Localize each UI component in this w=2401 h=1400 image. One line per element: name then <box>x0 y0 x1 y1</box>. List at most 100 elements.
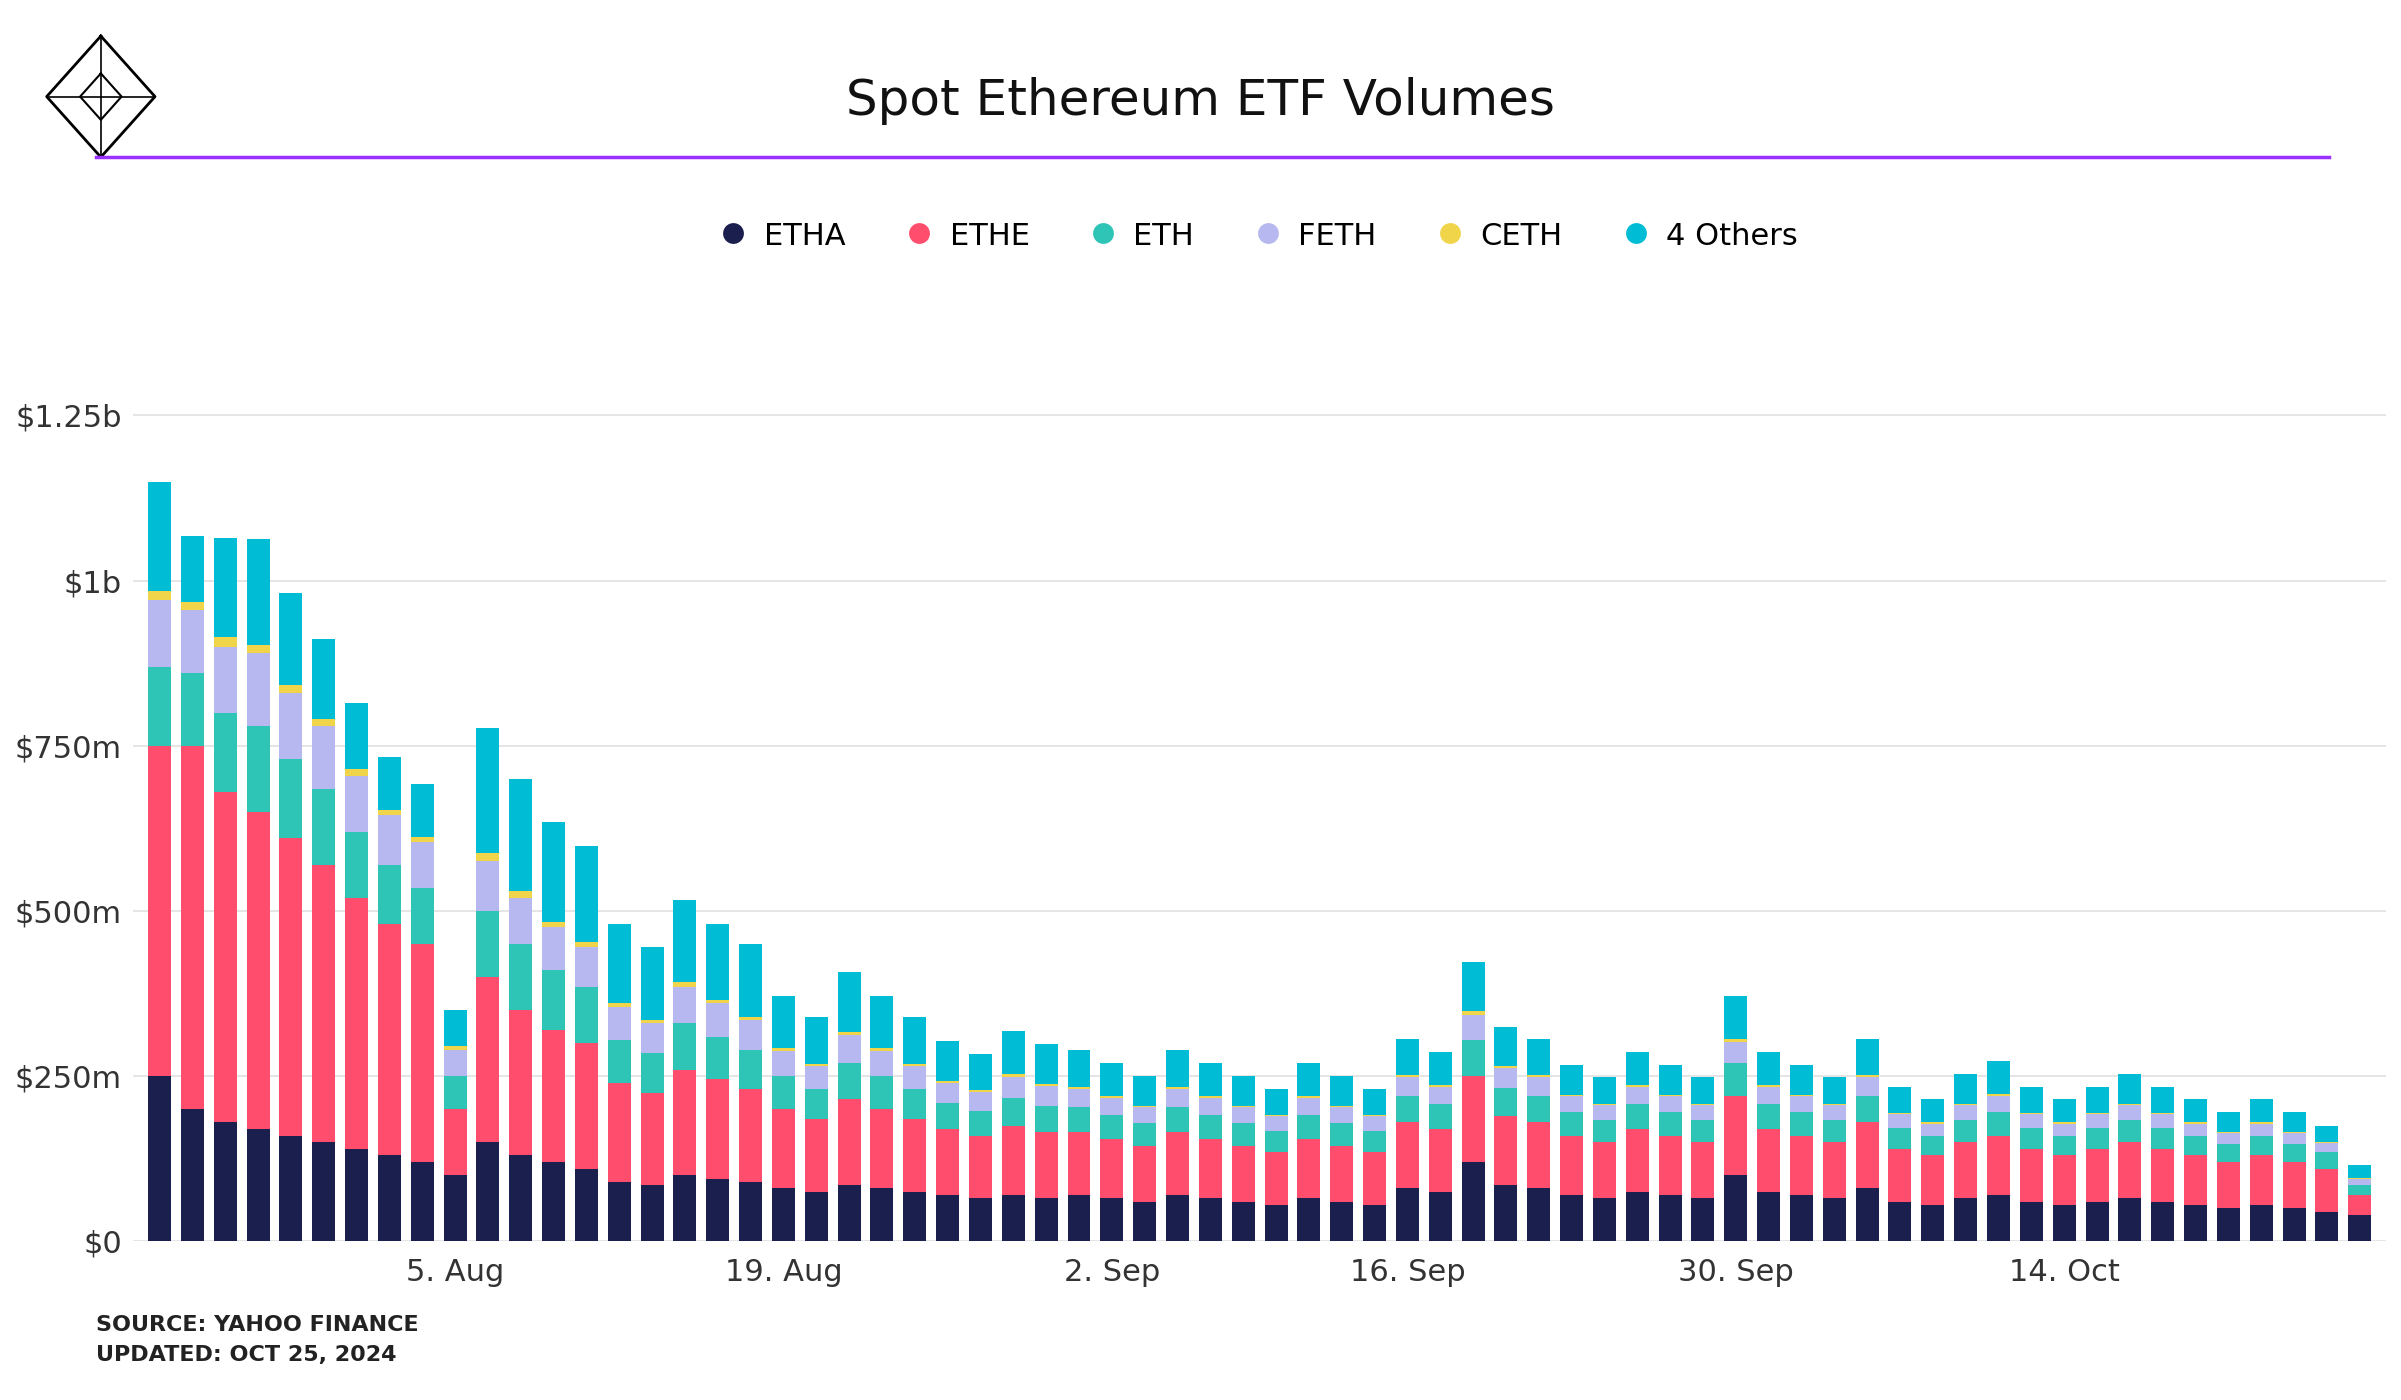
Bar <box>2118 1074 2142 1105</box>
Bar <box>2348 1179 2372 1186</box>
Bar <box>1100 1198 1124 1242</box>
Bar <box>2185 1205 2207 1242</box>
Bar <box>444 1077 466 1109</box>
Bar <box>1265 1116 1287 1131</box>
Bar <box>1198 1140 1222 1198</box>
Bar <box>1265 1205 1287 1242</box>
Bar <box>2151 1114 2175 1127</box>
Bar <box>1462 1040 1484 1077</box>
Legend: ETHA, ETHE, ETH, FETH, CETH, 4 Others: ETHA, ETHE, ETH, FETH, CETH, 4 Others <box>708 209 1810 263</box>
Bar <box>903 1191 927 1242</box>
Bar <box>2283 1113 2305 1133</box>
Bar <box>641 948 663 1021</box>
Bar <box>2019 1149 2043 1201</box>
Bar <box>1364 1205 1385 1242</box>
Bar <box>1890 1149 1911 1201</box>
Bar <box>1068 1196 1090 1242</box>
Bar <box>740 1089 761 1182</box>
Bar <box>1856 1039 1878 1075</box>
Bar <box>2118 1105 2142 1120</box>
Bar <box>1791 1065 1813 1095</box>
Bar <box>444 1050 466 1077</box>
Bar <box>1265 1152 1287 1205</box>
Bar <box>574 846 598 942</box>
Bar <box>1198 1096 1222 1098</box>
Bar <box>1791 1135 1813 1196</box>
Bar <box>1462 1162 1484 1242</box>
Bar <box>1167 1086 1188 1089</box>
Bar <box>149 482 170 591</box>
Bar <box>1758 1085 1779 1086</box>
Bar <box>1822 1105 1846 1120</box>
Bar <box>1724 1096 1748 1175</box>
Bar <box>1100 1098 1124 1116</box>
Bar <box>872 1109 893 1189</box>
Bar <box>804 1064 828 1067</box>
Bar <box>1561 1112 1582 1135</box>
Bar <box>1659 1112 1681 1135</box>
Bar <box>2151 1201 2175 1242</box>
Bar <box>149 746 170 1077</box>
Bar <box>312 1142 336 1242</box>
Bar <box>1921 1124 1945 1135</box>
Bar <box>1167 1050 1188 1086</box>
Bar <box>1035 1198 1059 1242</box>
Bar <box>1758 1191 1779 1242</box>
Bar <box>1429 1191 1453 1242</box>
Bar <box>543 1162 564 1242</box>
Bar <box>2053 1135 2077 1155</box>
Bar <box>936 1081 958 1082</box>
Bar <box>773 1109 795 1189</box>
Bar <box>1297 1198 1321 1242</box>
Bar <box>1659 1135 1681 1196</box>
Bar <box>411 837 435 841</box>
Bar <box>2151 1086 2175 1113</box>
Bar <box>1561 1065 1582 1095</box>
Bar <box>773 995 795 1049</box>
Bar <box>2086 1114 2108 1127</box>
Bar <box>903 1067 927 1089</box>
Bar <box>1659 1096 1681 1112</box>
Bar <box>872 1077 893 1109</box>
Bar <box>838 1186 860 1242</box>
Bar <box>1625 1086 1649 1105</box>
Bar <box>970 1198 992 1242</box>
Bar <box>247 812 269 1128</box>
Bar <box>411 784 435 837</box>
Bar <box>872 1049 893 1051</box>
Bar <box>1395 1123 1419 1189</box>
Bar <box>607 924 631 1002</box>
Bar <box>1890 1201 1911 1242</box>
Bar <box>838 1032 860 1035</box>
Bar <box>509 892 533 897</box>
Bar <box>872 1051 893 1077</box>
Bar <box>1625 1128 1649 1191</box>
Bar <box>1297 1116 1321 1140</box>
Bar <box>903 1064 927 1067</box>
Bar <box>444 1109 466 1175</box>
Bar <box>1001 1077 1025 1098</box>
Bar <box>1395 1075 1419 1078</box>
Bar <box>1035 1086 1059 1106</box>
Bar <box>574 942 598 948</box>
Bar <box>2086 1149 2108 1201</box>
Bar <box>2151 1149 2175 1201</box>
Bar <box>1330 1201 1354 1242</box>
Bar <box>346 1149 367 1242</box>
Bar <box>1890 1114 1911 1127</box>
Bar <box>672 987 696 1023</box>
Bar <box>1364 1152 1385 1205</box>
Bar <box>1625 1105 1649 1128</box>
Bar <box>1232 1201 1256 1242</box>
Bar <box>214 637 238 647</box>
Bar <box>346 897 367 1149</box>
Bar <box>574 1043 598 1169</box>
Bar <box>1724 1039 1748 1042</box>
Bar <box>180 536 204 602</box>
Bar <box>903 1018 927 1064</box>
Bar <box>641 1053 663 1092</box>
Bar <box>607 1082 631 1182</box>
Bar <box>1791 1196 1813 1242</box>
Bar <box>346 769 367 776</box>
Bar <box>1592 1105 1616 1120</box>
